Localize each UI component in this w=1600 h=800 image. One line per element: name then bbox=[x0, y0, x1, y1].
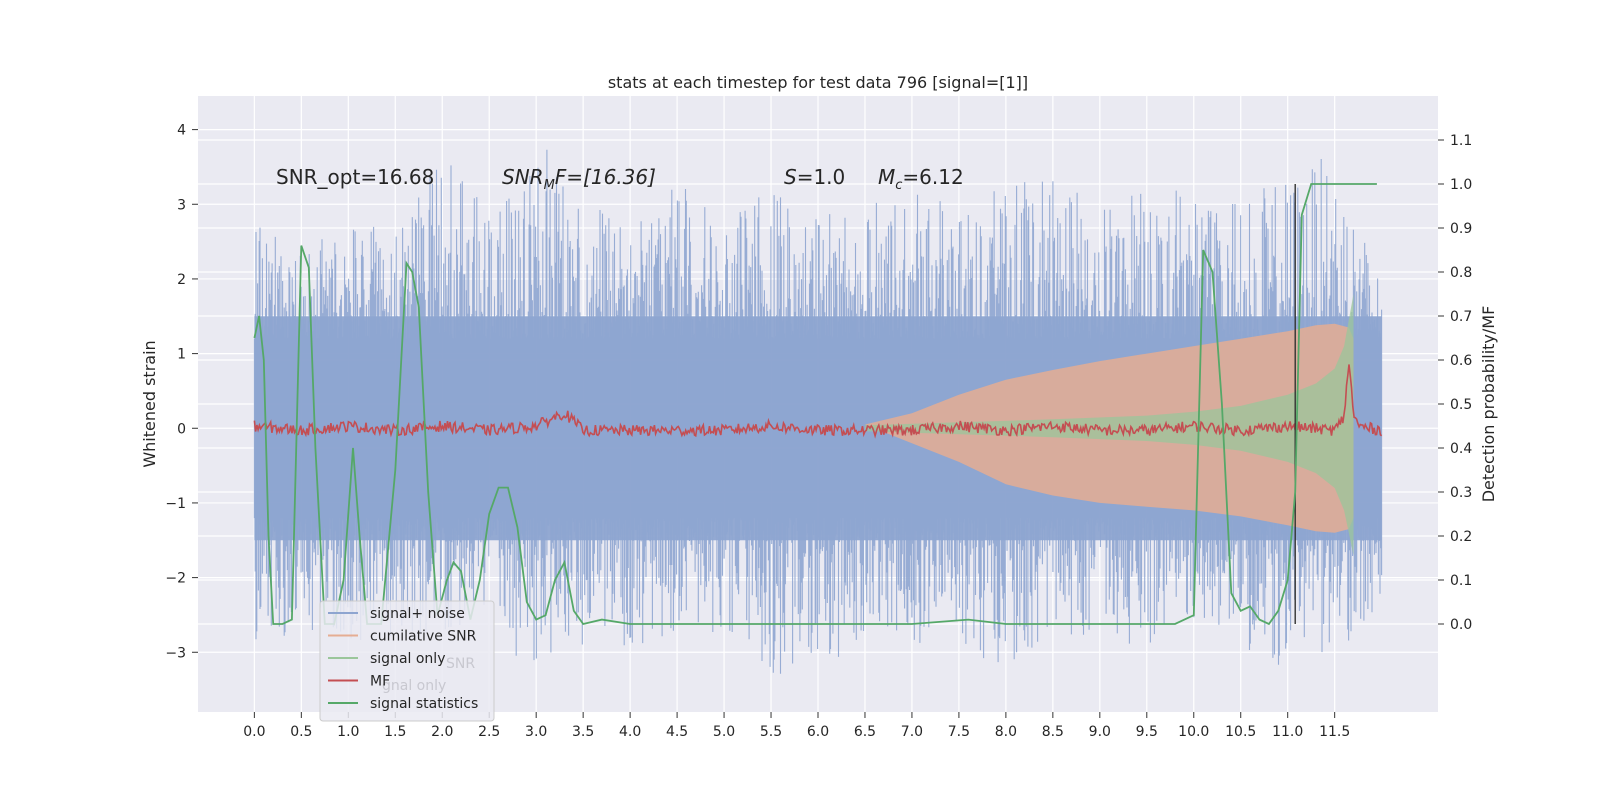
y-right-tick-label: 0.7 bbox=[1450, 309, 1472, 325]
annotation-mc-rest: =6.12 bbox=[902, 165, 963, 189]
x-tick-label: 9.0 bbox=[1089, 724, 1111, 740]
x-tick-label: 6.0 bbox=[807, 724, 829, 740]
annotation-s-rest: =1.0 bbox=[797, 165, 846, 189]
x-tick-label: 10.5 bbox=[1225, 724, 1256, 740]
x-tick-label: 4.5 bbox=[666, 724, 688, 740]
x-tick-label: 1.5 bbox=[384, 724, 406, 740]
legend-label: signal+ noise bbox=[370, 606, 465, 622]
legend-ghost-signal-only: gnal only bbox=[382, 678, 446, 694]
x-tick-label: 0.5 bbox=[290, 724, 312, 740]
y-tick-label: 1 bbox=[177, 347, 186, 363]
y-right-tick-label: 0.8 bbox=[1450, 265, 1472, 281]
legend-label: signal only bbox=[370, 651, 445, 667]
x-tick-label: 2.5 bbox=[478, 724, 500, 740]
x-tick-label: 2.0 bbox=[431, 724, 453, 740]
signal-only-band bbox=[865, 293, 1354, 556]
annotation-snr-mf-rest: F=[16.36] bbox=[555, 165, 656, 189]
legend-label: cumilative SNR bbox=[370, 629, 477, 645]
chart-title: stats at each timestep for test data 796… bbox=[608, 73, 1028, 92]
x-tick-label: 8.5 bbox=[1042, 724, 1064, 740]
annotation-snr-opt: SNR_opt=16.68 bbox=[276, 165, 434, 189]
y-tick-label: 2 bbox=[177, 272, 186, 288]
legend-ghost-snr: SNR bbox=[446, 656, 475, 672]
legend-box bbox=[319, 600, 495, 722]
y-tick-label: 0 bbox=[177, 421, 186, 437]
y-right-tick-label: 1.0 bbox=[1450, 177, 1472, 193]
x-tick-label: 0.0 bbox=[243, 724, 265, 740]
annotation-s: S=1.0 bbox=[784, 165, 845, 189]
x-tick-label: 11.0 bbox=[1272, 724, 1303, 740]
x-tick-label: 1.0 bbox=[337, 724, 359, 740]
x-tick-label: 7.0 bbox=[901, 724, 923, 740]
x-tick-label: 9.5 bbox=[1136, 724, 1158, 740]
y-tick-label: −2 bbox=[165, 571, 186, 587]
y-tick-label: −1 bbox=[165, 496, 186, 512]
annotation-snr-mf-sub: M bbox=[544, 178, 555, 193]
x-tick-label: 3.0 bbox=[525, 724, 547, 740]
y-axis-ticks: −3 −2 −1 0 1 2 3 4 bbox=[165, 123, 198, 661]
x-tick-label: 8.0 bbox=[995, 724, 1017, 740]
x-tick-label: 5.0 bbox=[713, 724, 735, 740]
y-right-tick-label: 0.6 bbox=[1450, 353, 1472, 369]
x-tick-label: 10.0 bbox=[1178, 724, 1209, 740]
annotation-mc-var: M bbox=[878, 165, 895, 189]
y-right-axis-ticks: 0.0 0.1 0.2 0.3 0.4 0.5 0.6 0.7 0.8 0.9 1.0 1.1 bbox=[1438, 133, 1472, 633]
annotation-mc-sub: c bbox=[895, 178, 902, 193]
y-right-axis-label: Detection probability/MF bbox=[1479, 306, 1498, 503]
y-right-tick-label: 1.1 bbox=[1450, 133, 1472, 149]
x-tick-label: 4.0 bbox=[619, 724, 641, 740]
y-tick-label: 3 bbox=[177, 197, 186, 213]
x-tick-label: 5.5 bbox=[760, 724, 782, 740]
y-right-tick-label: 0.3 bbox=[1450, 485, 1472, 501]
x-tick-label: 7.5 bbox=[948, 724, 970, 740]
mf-series bbox=[253, 364, 1383, 439]
y-right-tick-label: 0.2 bbox=[1450, 529, 1472, 545]
y-tick-label: −3 bbox=[165, 645, 186, 661]
legend: SNR gnal only signal+ noise cumilative SN… bbox=[319, 600, 495, 722]
x-tick-label: 11.5 bbox=[1319, 724, 1350, 740]
y-right-tick-label: 0.4 bbox=[1450, 441, 1472, 457]
annotation-mc: Mc=6.12 bbox=[878, 165, 964, 193]
y-right-tick-label: 0.9 bbox=[1450, 221, 1472, 237]
y-right-tick-label: 0.0 bbox=[1450, 617, 1472, 633]
annotation-snr-mf: SNRMF=[16.36] bbox=[502, 165, 656, 193]
annotation-snr-mf-main: SNR bbox=[502, 165, 544, 189]
legend-label: MF bbox=[370, 674, 390, 690]
y-axis-label: Whitened strain bbox=[140, 340, 159, 467]
data-layer bbox=[253, 149, 1383, 674]
x-axis-ticks: 0.0 0.5 1.0 1.5 2.0 2.5 3.0 3.5 4.0 4.5 5.0 5.5 6.0 6… bbox=[243, 712, 1350, 740]
legend-items: signal+ noise cumilative SNR signal only MF… bbox=[328, 606, 478, 712]
y-right-tick-label: 0.1 bbox=[1450, 573, 1472, 589]
x-tick-label: 3.5 bbox=[572, 724, 594, 740]
legend-label: signal statistics bbox=[370, 696, 478, 712]
y-right-tick-label: 0.5 bbox=[1450, 397, 1472, 413]
annotation-s-var: S bbox=[784, 165, 797, 189]
x-tick-label: 6.5 bbox=[854, 724, 876, 740]
y-tick-label: 4 bbox=[177, 123, 186, 139]
